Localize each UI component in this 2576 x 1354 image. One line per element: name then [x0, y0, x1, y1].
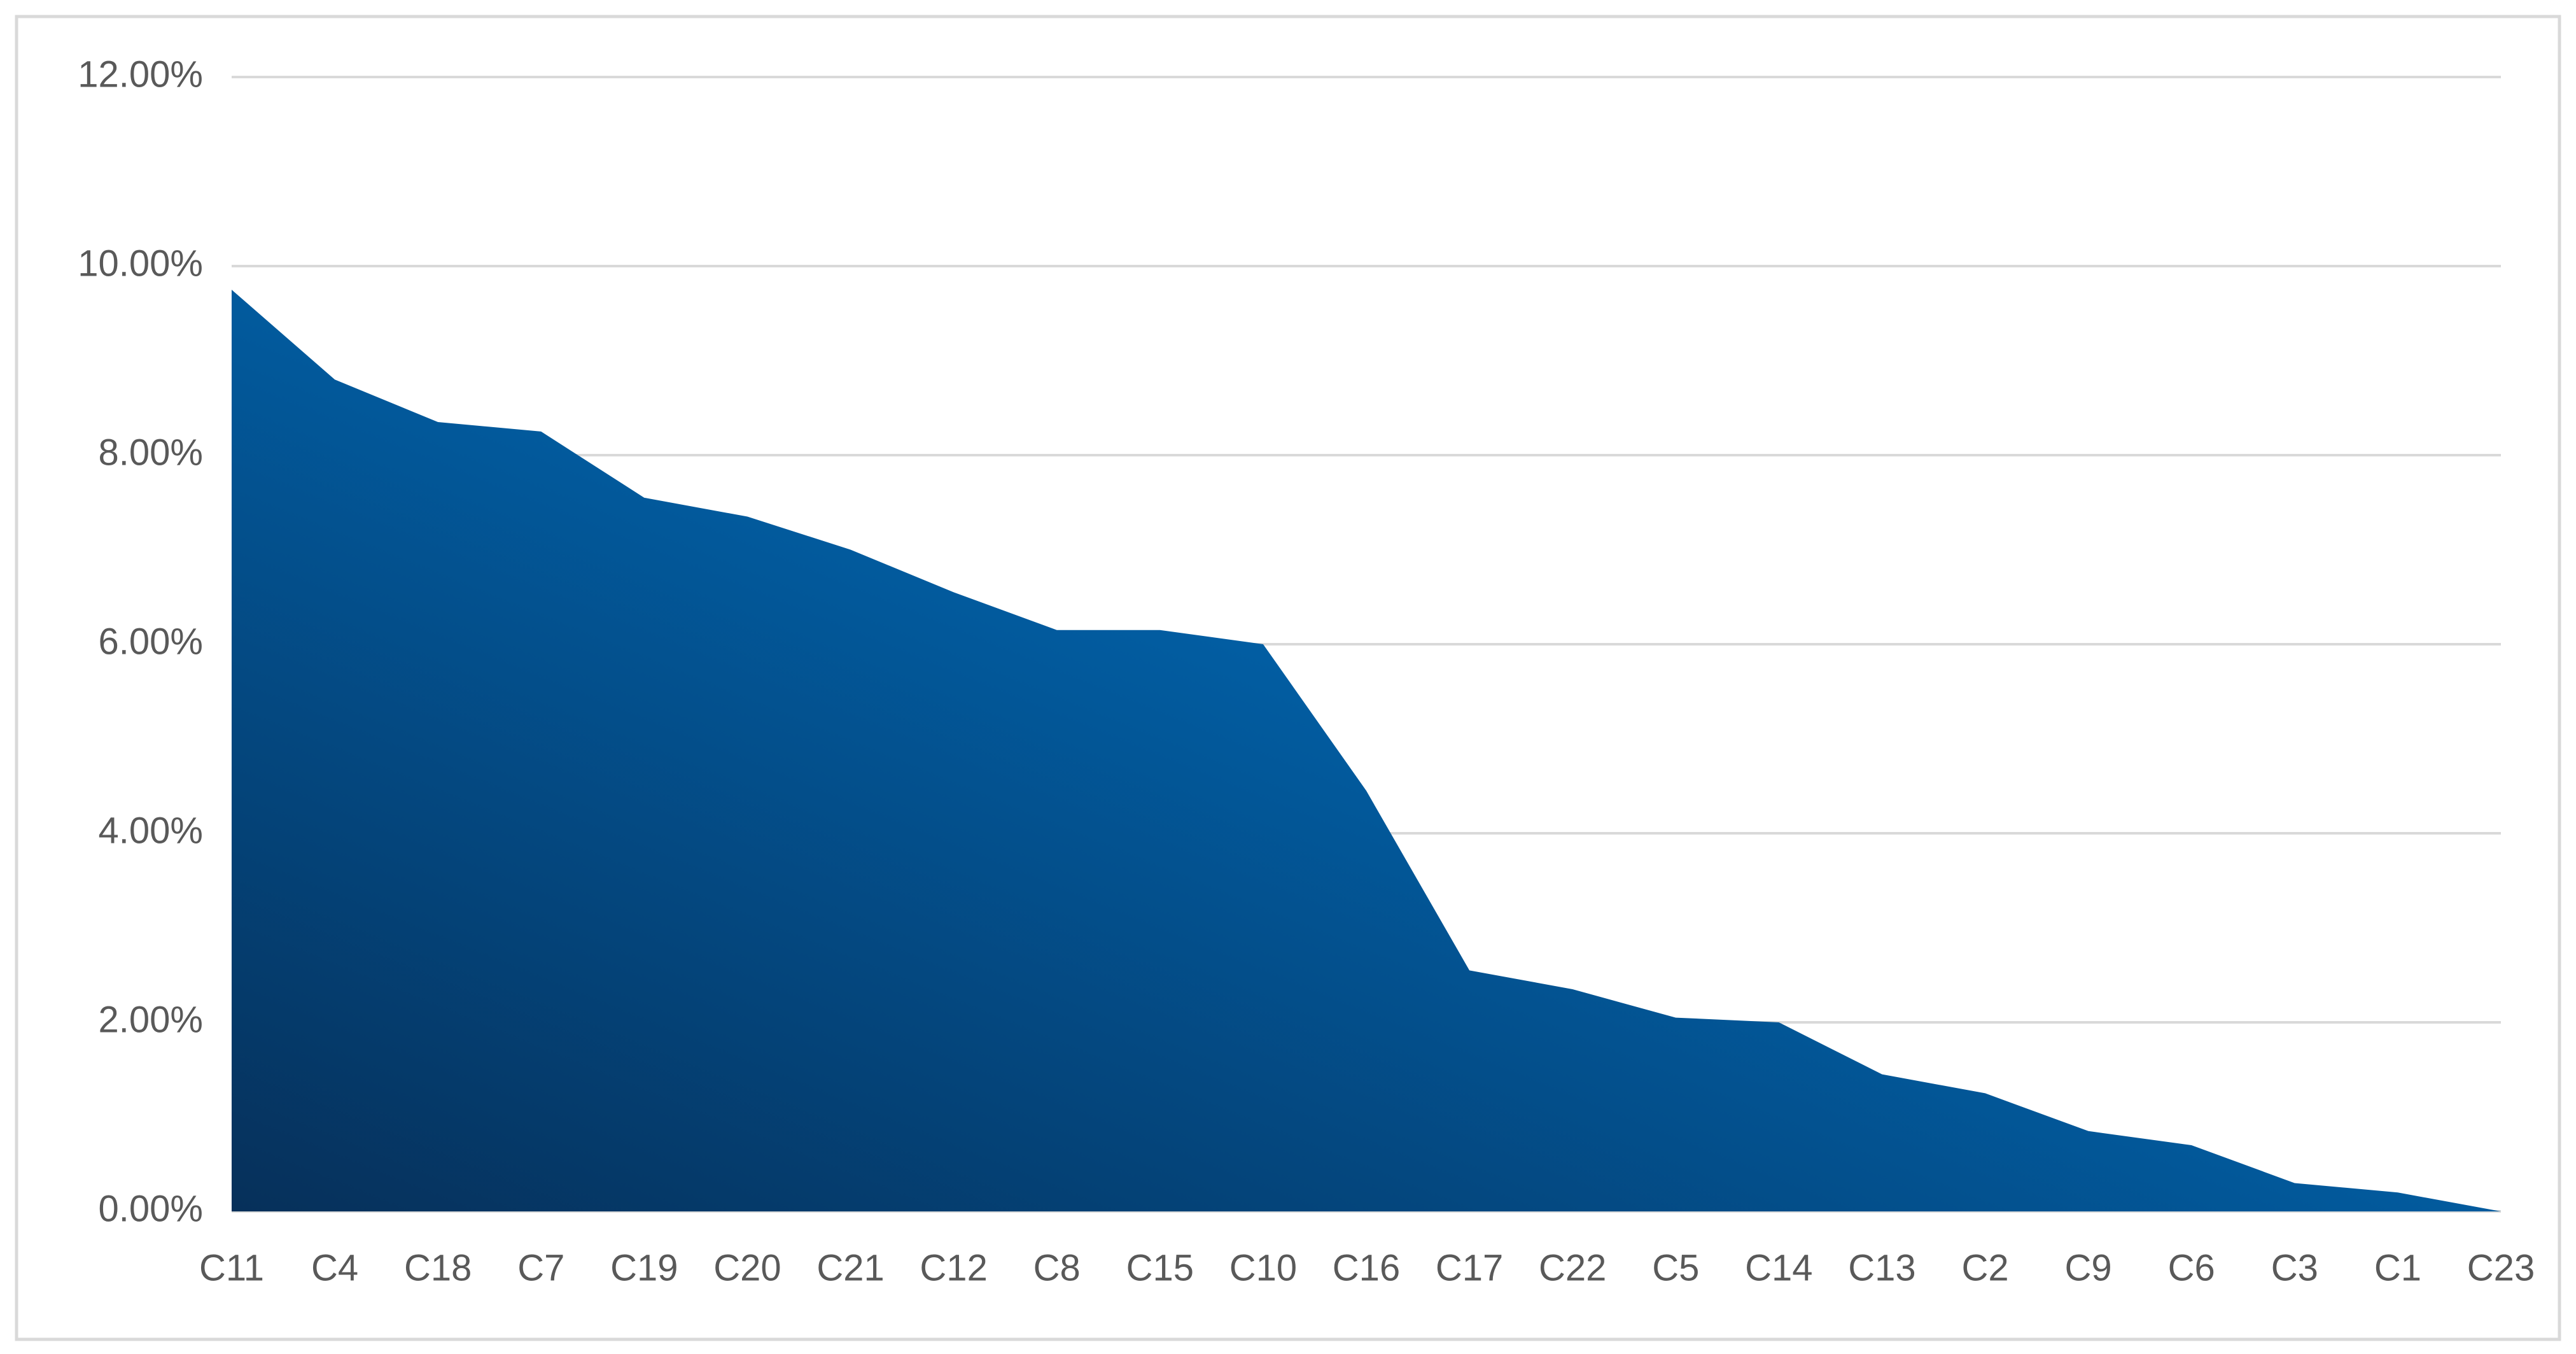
x-tick-label: C15 — [1126, 1247, 1194, 1288]
x-tick-label: C18 — [404, 1247, 472, 1288]
x-tick-label: C17 — [1436, 1247, 1503, 1288]
y-tick-label: 10.00% — [78, 243, 203, 284]
area — [232, 290, 2501, 1211]
x-tick-label: C12 — [920, 1247, 987, 1288]
x-tick-label: C20 — [713, 1247, 781, 1288]
x-tick-label: C4 — [311, 1247, 358, 1288]
x-tick-label: C1 — [2374, 1247, 2421, 1288]
x-tick-label: C22 — [1539, 1247, 1606, 1288]
y-tick-label: 4.00% — [99, 810, 203, 851]
x-tick-label: C19 — [610, 1247, 678, 1288]
x-tick-label: C14 — [1745, 1247, 1812, 1288]
x-tick-label: C3 — [2271, 1247, 2318, 1288]
x-tick-label: C10 — [1229, 1247, 1297, 1288]
x-tick-label: C23 — [2467, 1247, 2535, 1288]
x-tick-label: C9 — [2065, 1247, 2112, 1288]
x-tick-label: C13 — [1848, 1247, 1915, 1288]
y-tick-label: 8.00% — [99, 432, 203, 473]
x-tick-label: C6 — [2168, 1247, 2215, 1288]
y-tick-label: 2.00% — [99, 999, 203, 1040]
x-tick-label: C7 — [517, 1247, 564, 1288]
x-tick-label: C8 — [1033, 1247, 1081, 1288]
x-tick-label: C5 — [1652, 1247, 1699, 1288]
x-tick-label: C11 — [199, 1247, 264, 1288]
y-tick-label: 6.00% — [99, 621, 203, 662]
x-tick-label: C16 — [1333, 1247, 1400, 1288]
y-tick-label: 0.00% — [99, 1188, 203, 1229]
x-tick-label: C2 — [1961, 1247, 2008, 1288]
x-tick-label: C21 — [816, 1247, 884, 1288]
y-tick-label: 12.00% — [78, 53, 203, 95]
